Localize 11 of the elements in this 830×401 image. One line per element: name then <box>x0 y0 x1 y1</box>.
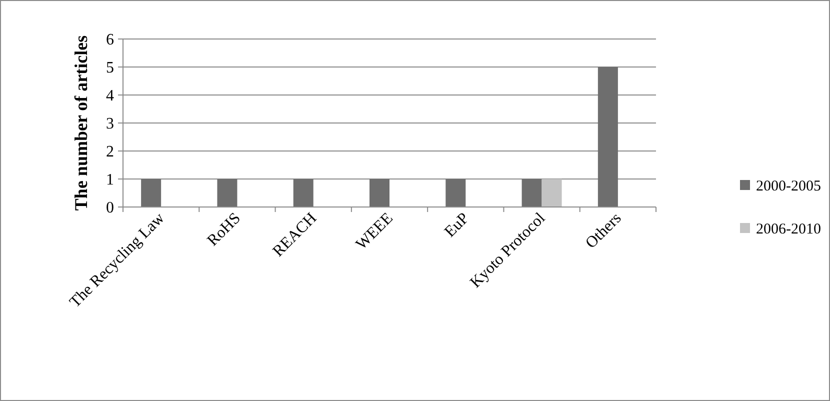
y-tick-label: 3 <box>106 116 114 133</box>
y-tick-label: 6 <box>106 32 114 49</box>
x-tick-label: EuP <box>442 210 473 241</box>
y-tick-label: 4 <box>106 88 114 105</box>
legend-label: 2000-2005 <box>756 178 821 194</box>
legend-label: 2006-2010 <box>756 221 821 238</box>
y-tick-label: 0 <box>106 200 114 217</box>
y-tick-label: 2 <box>106 144 114 161</box>
y-tick-label: 1 <box>106 172 114 189</box>
y-axis-title: The number of articles <box>71 35 91 211</box>
y-tick-label: 5 <box>106 60 114 77</box>
